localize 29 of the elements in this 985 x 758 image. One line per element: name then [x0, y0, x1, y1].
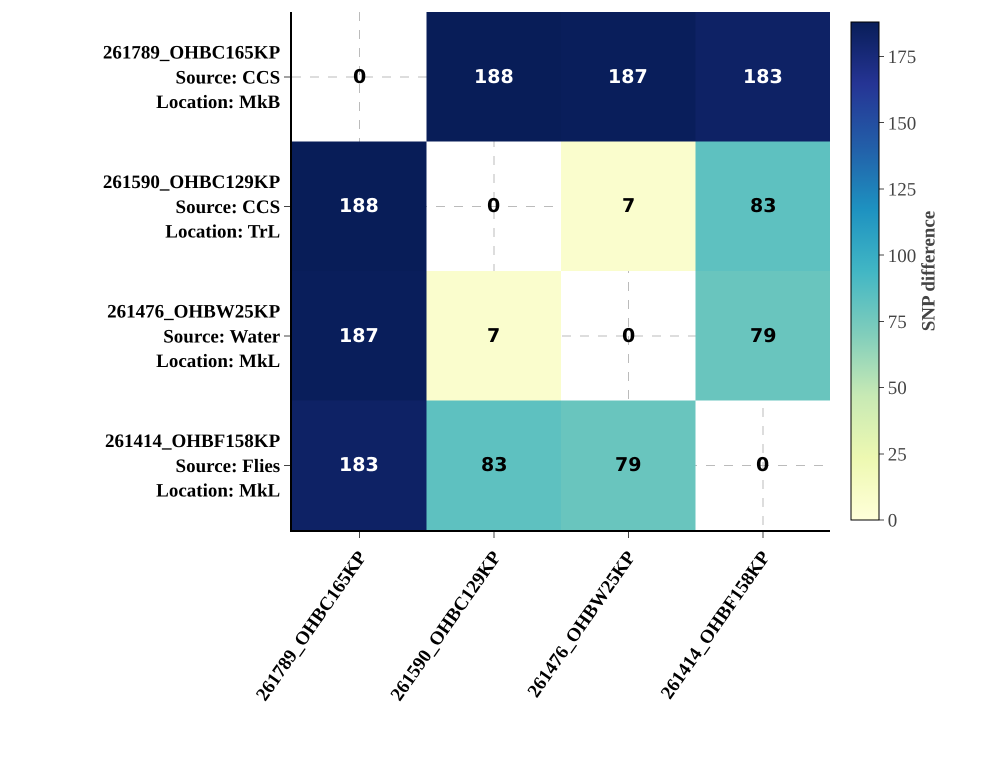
data-label: 79: [750, 325, 776, 347]
data-label: 83: [750, 195, 776, 217]
color-bar-label: 175: [888, 47, 916, 68]
color-bar-title: SNP difference: [918, 210, 940, 332]
color-bar-label: 25: [888, 444, 907, 466]
color-bar-label: 125: [888, 180, 916, 201]
y-tick-label: 261476_OHBW25KP Source: Water Location: MkL: [107, 302, 281, 372]
text: 0: [622, 325, 636, 347]
data-label: 187: [339, 325, 379, 347]
y-tick-label: 261789_OHBC165KP Source: CCS Location: MkB: [102, 42, 281, 114]
data-label: 187: [608, 66, 648, 88]
data-label: 83: [481, 454, 508, 476]
data-label: 188: [339, 195, 379, 217]
text: 0: [353, 66, 366, 88]
color-bar-label: 0: [888, 510, 898, 532]
data-label: 79: [615, 454, 642, 476]
color-bar-label: 100: [888, 246, 916, 267]
text: 0: [756, 454, 770, 476]
y-tick-label: 261414_OHBF158KP Source: Flies Location: MkL: [104, 431, 281, 502]
data-label: 183: [339, 454, 379, 476]
color-bar-label: 150: [888, 113, 916, 134]
data-label: 7: [487, 325, 500, 347]
data-label: 7: [622, 195, 636, 217]
color-bar-label: 75: [888, 312, 907, 333]
data-label: 183: [743, 66, 783, 88]
data-label: 188: [474, 66, 514, 88]
text: 0: [487, 195, 500, 217]
y-tick-label: 261590_OHBC129KP Source: CCS Location: TrL: [102, 172, 281, 243]
color-bar-label: 50: [888, 378, 907, 400]
